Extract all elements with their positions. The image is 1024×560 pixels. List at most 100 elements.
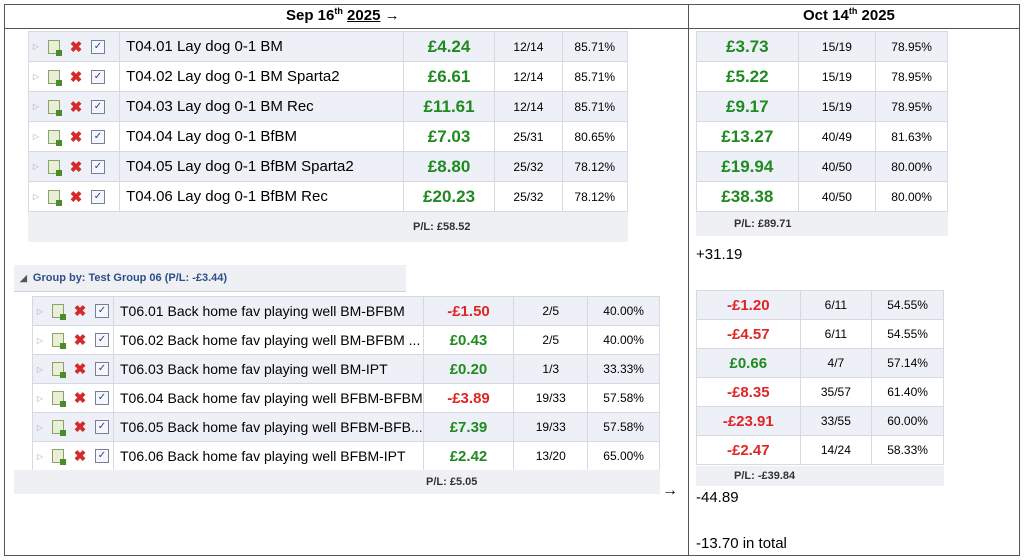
- group1-table: ▷ ✖ ✓ T04.01 Lay dog 0-1 BM £4.24 12/14 85.71%…: [27, 31, 628, 212]
- checkbox-icon[interactable]: ✓: [90, 159, 106, 175]
- document-icon[interactable]: [46, 159, 62, 176]
- expand-arrow-icon[interactable]: ▷: [32, 72, 40, 81]
- checkbox-icon[interactable]: ✓: [94, 303, 110, 319]
- win-ratio: 2/5: [513, 296, 589, 326]
- profit-loss: -£23.91: [696, 406, 801, 436]
- win-percent: 40.00%: [587, 296, 660, 326]
- table-row[interactable]: ▷ ✖ ✓ T04.06 Lay dog 0-1 BfBM Rec £20.23 25/3…: [27, 181, 628, 212]
- delete-icon[interactable]: ✖: [73, 448, 87, 465]
- win-percent: 33.33%: [587, 354, 660, 384]
- table-row[interactable]: ▷ ✖ ✓ T06.05 Back home fav playing well BFB…: [32, 412, 660, 442]
- checkbox-icon[interactable]: ✓: [94, 448, 110, 464]
- win-percent: 85.71%: [561, 61, 628, 92]
- expand-arrow-icon[interactable]: ▷: [32, 102, 40, 111]
- expand-arrow-icon[interactable]: ▷: [32, 162, 40, 171]
- table-row[interactable]: ▷ ✖ ✓ T06.04 Back home fav playing well BFB…: [32, 383, 660, 413]
- document-icon[interactable]: [46, 129, 62, 146]
- document-icon[interactable]: [50, 361, 66, 378]
- document-icon[interactable]: [50, 332, 66, 349]
- left-header-year: 2025: [347, 7, 381, 24]
- document-icon[interactable]: [46, 189, 62, 206]
- checkbox-icon[interactable]: ✓: [94, 419, 110, 435]
- test-name: T04.06 Lay dog 0-1 BfBM Rec: [119, 181, 404, 212]
- expand-arrow-icon[interactable]: ▷: [36, 393, 44, 403]
- row-controls: ▷ ✖ ✓: [32, 412, 114, 442]
- collapse-arrow-icon[interactable]: ◢: [20, 272, 27, 283]
- table-row[interactable]: ▷ ✖ ✓ T04.03 Lay dog 0-1 BM Rec £11.61 12/14 8…: [27, 91, 628, 122]
- delete-icon[interactable]: ✖: [69, 68, 83, 86]
- win-percent: 78.95%: [875, 91, 948, 122]
- expand-arrow-icon[interactable]: ▷: [36, 422, 44, 432]
- table-row[interactable]: ▷ ✖ ✓ T04.01 Lay dog 0-1 BM £4.24 12/14 85.71%: [27, 31, 628, 62]
- win-percent: 85.71%: [561, 31, 628, 62]
- checkbox-icon[interactable]: ✓: [90, 129, 106, 145]
- left-header-arrow: →: [384, 7, 400, 24]
- delete-icon[interactable]: ✖: [69, 128, 83, 146]
- table-row[interactable]: ▷ ✖ ✓ T04.02 Lay dog 0-1 BM Sparta2 £6.61 12/…: [27, 61, 628, 92]
- grand-total: -13.70 in total: [696, 535, 787, 552]
- profit-loss: -£2.47: [696, 435, 801, 465]
- profit-loss: -£3.89: [422, 383, 515, 413]
- win-percent: 78.12%: [561, 151, 628, 182]
- table-row[interactable]: ▷ ✖ ✓ T06.02 Back home fav playing well BM-…: [32, 325, 660, 355]
- expand-arrow-icon[interactable]: ▷: [32, 132, 40, 141]
- delete-icon[interactable]: ✖: [73, 419, 87, 436]
- group1-right-total-bar: P/L: £89.71: [696, 212, 948, 236]
- delete-icon[interactable]: ✖: [69, 38, 83, 56]
- delete-icon[interactable]: ✖: [69, 188, 83, 206]
- checkbox-icon[interactable]: ✓: [94, 361, 110, 377]
- expand-arrow-icon[interactable]: ▷: [32, 192, 40, 201]
- profit-loss: £20.23: [402, 181, 496, 212]
- win-ratio: 33/55: [799, 406, 873, 436]
- win-ratio: 25/31: [494, 121, 563, 152]
- expand-arrow-icon[interactable]: ▷: [32, 42, 40, 51]
- checkbox-icon[interactable]: ✓: [90, 99, 106, 115]
- expand-arrow-icon[interactable]: ▷: [36, 306, 44, 316]
- table-row[interactable]: ▷ ✖ ✓ T06.06 Back home fav playing well BFB…: [32, 441, 660, 471]
- delete-icon[interactable]: ✖: [73, 361, 87, 378]
- document-icon[interactable]: [46, 39, 62, 56]
- checkbox-icon[interactable]: ✓: [90, 39, 106, 55]
- checkbox-icon[interactable]: ✓: [90, 69, 106, 85]
- win-percent: 80.00%: [875, 151, 948, 182]
- profit-loss: £0.20: [422, 354, 515, 384]
- table-row: £13.27 40/49 81.63%: [696, 121, 948, 152]
- expand-arrow-icon[interactable]: ▷: [36, 451, 44, 461]
- left-header: Sep 16th 2025 →: [286, 6, 400, 24]
- win-percent: 78.12%: [561, 181, 628, 212]
- table-row[interactable]: ▷ ✖ ✓ T04.05 Lay dog 0-1 BfBM Sparta2 £8.80 2…: [27, 151, 628, 182]
- expand-arrow-icon[interactable]: ▷: [36, 335, 44, 345]
- document-icon[interactable]: [46, 69, 62, 86]
- profit-loss: £19.94: [696, 151, 799, 182]
- group2-header[interactable]: ◢ Group by: Test Group 06 (P/L: -£3.44): [14, 265, 406, 292]
- table-row[interactable]: ▷ ✖ ✓ T06.03 Back home fav playing well BM-…: [32, 354, 660, 384]
- profit-loss: £11.61: [402, 91, 496, 122]
- delete-icon[interactable]: ✖: [69, 158, 83, 176]
- win-ratio: 13/20: [513, 441, 589, 471]
- checkbox-icon[interactable]: ✓: [94, 332, 110, 348]
- row-controls: ▷ ✖ ✓: [32, 354, 114, 384]
- delete-icon[interactable]: ✖: [69, 98, 83, 116]
- delete-icon[interactable]: ✖: [73, 390, 87, 407]
- group2-right-total-bar: P/L: -£39.84: [696, 466, 944, 486]
- right-header-year: 2025: [861, 7, 895, 24]
- delete-icon[interactable]: ✖: [73, 303, 87, 320]
- outer-frame: [4, 4, 1020, 556]
- table-row[interactable]: ▷ ✖ ✓ T04.04 Lay dog 0-1 BfBM £7.03 25/31 80.6…: [27, 121, 628, 152]
- group2-table: ▷ ✖ ✓ T06.01 Back home fav playing well BM-…: [32, 296, 660, 471]
- delete-icon[interactable]: ✖: [73, 332, 87, 349]
- document-icon[interactable]: [50, 448, 66, 465]
- document-icon[interactable]: [50, 303, 66, 320]
- document-icon[interactable]: [50, 390, 66, 407]
- checkbox-icon[interactable]: ✓: [94, 390, 110, 406]
- checkbox-icon[interactable]: ✓: [90, 189, 106, 205]
- document-icon[interactable]: [46, 99, 62, 116]
- table-row: -£1.20 6/11 54.55%: [696, 290, 944, 320]
- table-row[interactable]: ▷ ✖ ✓ T06.01 Back home fav playing well BM-…: [32, 296, 660, 326]
- row-controls: ▷ ✖ ✓: [32, 441, 114, 471]
- win-ratio: 25/32: [494, 181, 563, 212]
- win-ratio: 6/11: [799, 290, 873, 320]
- document-icon[interactable]: [50, 419, 66, 436]
- win-ratio: 1/3: [513, 354, 589, 384]
- expand-arrow-icon[interactable]: ▷: [36, 364, 44, 374]
